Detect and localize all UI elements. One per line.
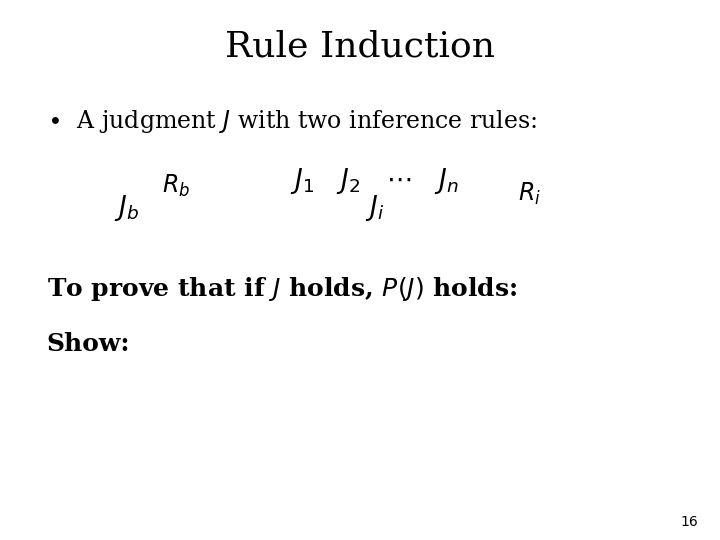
Text: $J_b$: $J_b$: [114, 193, 138, 223]
Text: 16: 16: [680, 515, 698, 529]
Text: $J_1 \quad J_2 \quad \cdots \quad J_n$: $J_1 \quad J_2 \quad \cdots \quad J_n$: [290, 166, 459, 196]
Text: $J_i$: $J_i$: [365, 193, 384, 223]
Text: $\bullet$  A judgment $J$ with two inference rules:: $\bullet$ A judgment $J$ with two infere…: [47, 108, 537, 135]
Text: To prove that if $J$ holds, $P(J)$ holds:: To prove that if $J$ holds, $P(J)$ holds…: [47, 275, 517, 303]
Text: Rule Induction: Rule Induction: [225, 30, 495, 64]
Text: Show:: Show:: [47, 332, 130, 356]
Text: $R_i$: $R_i$: [518, 181, 541, 207]
Text: $R_b$: $R_b$: [162, 173, 191, 199]
